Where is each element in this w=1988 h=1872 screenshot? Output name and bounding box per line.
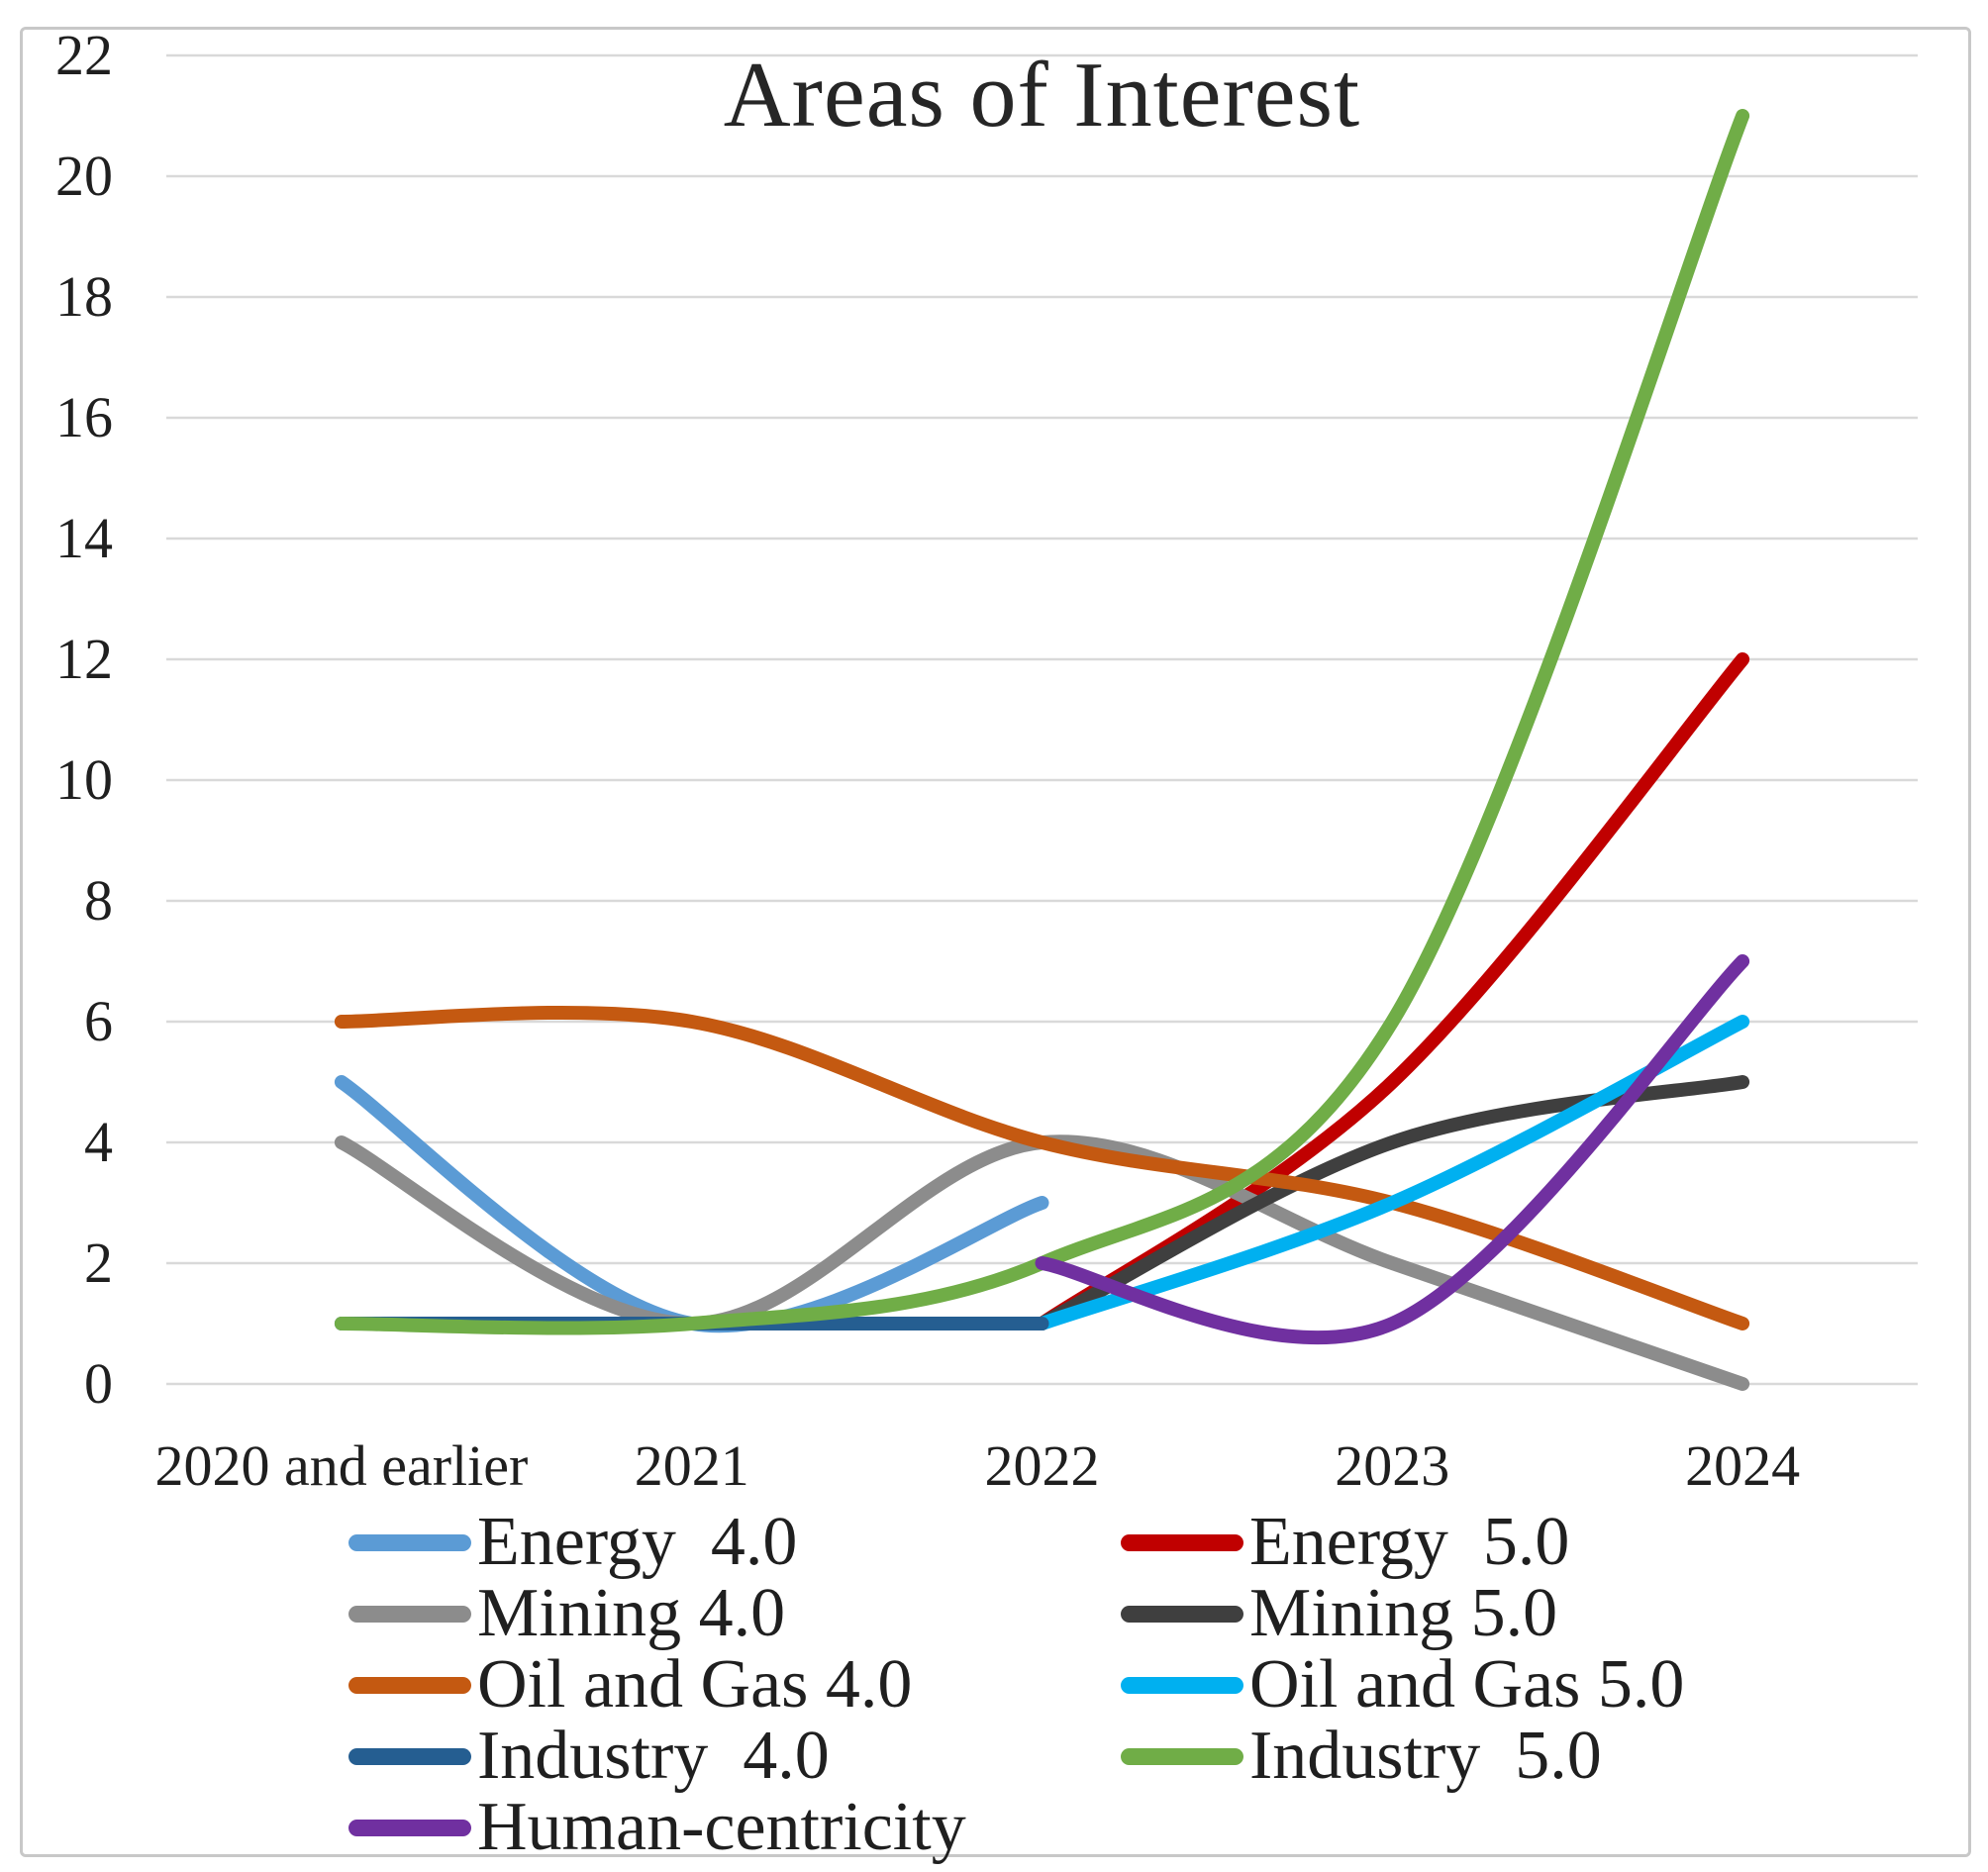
x-axis-category-label: 2022 [984, 1433, 1100, 1498]
legend-swatch [1121, 1676, 1243, 1694]
series-lines [334, 109, 1750, 1391]
y-axis-tick-label: 2 [84, 1231, 113, 1295]
y-axis-tick-label: 18 [55, 264, 113, 329]
legend-swatch [348, 1747, 471, 1765]
y-axis-tick-label: 6 [84, 989, 113, 1053]
legend-label: Human-centricity [477, 1789, 966, 1865]
y-axis-tick-label: 12 [55, 627, 113, 691]
x-axis-category-label: 2024 [1685, 1433, 1801, 1498]
legend-item-industry-4-0: Industry 4.0 [348, 1721, 830, 1792]
y-axis-tick-label: 14 [55, 506, 113, 570]
series-line-industry-5-0 [334, 109, 1750, 1335]
legend-swatch [348, 1605, 471, 1623]
legend-item-oil-and-gas-4-0: Oil and Gas 4.0 [348, 1649, 912, 1721]
legend-item-human-centricity: Human-centricity [348, 1792, 966, 1863]
legend-label: Oil and Gas 5.0 [1249, 1646, 1685, 1723]
y-axis-tick-label: 22 [55, 23, 113, 87]
legend-label: Industry 5.0 [1249, 1718, 1602, 1794]
x-axis-category-label: 2021 [634, 1433, 749, 1498]
legend-swatch [348, 1676, 471, 1694]
y-axis-tick-label: 8 [84, 868, 113, 933]
legend-swatch [348, 1533, 471, 1551]
legend-label: Mining 4.0 [477, 1575, 786, 1651]
legend-item-industry-5-0: Industry 5.0 [1121, 1721, 1602, 1792]
legend-label: Oil and Gas 4.0 [477, 1646, 913, 1723]
gridlines [166, 53, 1918, 1386]
y-axis-tick-label: 0 [84, 1351, 113, 1416]
legend-swatch [1121, 1747, 1243, 1765]
series-line-oil-and-gas-4-0 [334, 1005, 1750, 1330]
legend-label: Industry 4.0 [477, 1718, 830, 1794]
series-line-energy-4-0 [334, 1075, 1049, 1333]
legend-label: Energy 5.0 [1249, 1504, 1570, 1580]
legend-swatch [348, 1819, 471, 1836]
y-axis-tick-label: 20 [55, 144, 113, 208]
x-axis-category-label: 2020 and earlier [154, 1433, 529, 1498]
legend-item-mining-5-0: Mining 5.0 [1121, 1578, 1557, 1649]
legend-swatch [1121, 1533, 1243, 1551]
y-axis-tick-label: 16 [55, 385, 113, 449]
legend-item-mining-4-0: Mining 4.0 [348, 1578, 785, 1649]
legend-item-oil-and-gas-5-0: Oil and Gas 5.0 [1121, 1649, 1684, 1721]
x-axis-category-label: 2023 [1335, 1433, 1450, 1498]
legend-swatch [1121, 1605, 1243, 1623]
y-axis-tick-label: 4 [84, 1110, 113, 1174]
legend-item-energy-4-0: Energy 4.0 [348, 1507, 797, 1578]
y-axis-tick-label: 10 [55, 747, 113, 812]
legend-label: Mining 5.0 [1249, 1575, 1558, 1651]
legend-item-energy-5-0: Energy 5.0 [1121, 1507, 1569, 1578]
chart-title: Areas of Interest [723, 44, 1361, 147]
legend-label: Energy 4.0 [477, 1504, 798, 1580]
series-line-mining-5-0 [1035, 1075, 1750, 1330]
series-line-human-centricity [1035, 954, 1750, 1345]
chart-area-border [20, 27, 1971, 1857]
